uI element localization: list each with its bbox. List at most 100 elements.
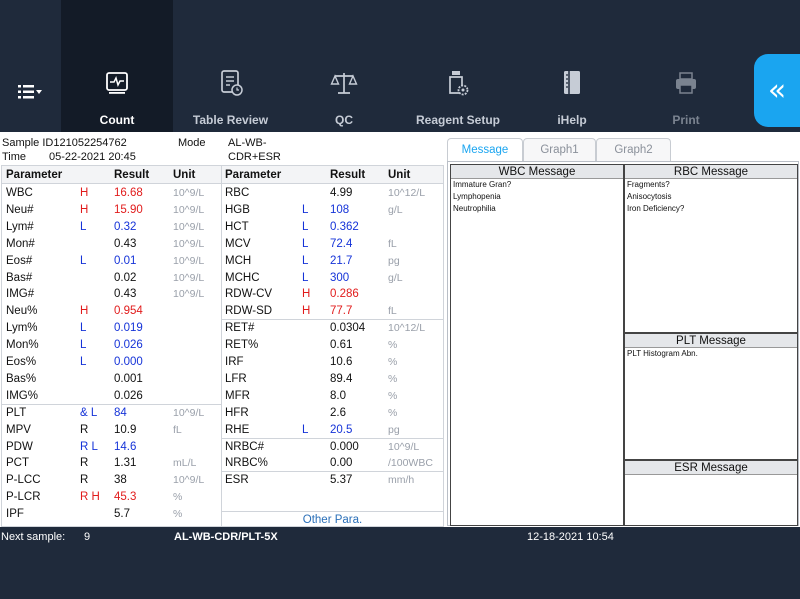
result-value: 14.6 — [114, 440, 137, 453]
result-value: 45.3 — [114, 491, 137, 504]
parameter-name: RET% — [225, 339, 259, 352]
result-unit: mL/L — [173, 457, 197, 470]
table-row: MCV L 72.4 fL — [222, 236, 443, 253]
result-value: 16.68 — [114, 187, 143, 199]
parameter-name: ESR — [225, 474, 249, 487]
nav-qc-label: QC — [335, 113, 353, 127]
result-value: 4.99 — [330, 187, 353, 199]
result-value: 0.32 — [114, 220, 137, 233]
rbc-message-line: Iron Deficiency? — [627, 204, 685, 213]
parameter-name: PLT — [6, 406, 27, 419]
parameter-name: IMG# — [6, 288, 35, 301]
result-flag: L — [302, 271, 309, 284]
result-flag: L — [302, 254, 309, 267]
table-row: IPF 5.7% — [2, 506, 221, 523]
result-value: 0.000 — [114, 356, 143, 368]
book-icon — [564, 71, 580, 94]
nav-ihelp[interactable]: iHelp — [516, 0, 628, 132]
result-flag: L — [80, 220, 87, 233]
parameter-name: Eos% — [6, 356, 37, 368]
result-value: 1.31 — [114, 457, 137, 470]
table-row: WBC H 16.68 10^9/L — [2, 185, 221, 202]
parameter-name: IRF — [225, 356, 244, 368]
result-unit: % — [388, 406, 398, 419]
result-flag: L — [80, 339, 87, 352]
parameter-name: RHE — [225, 423, 250, 436]
result-unit: /100WBC — [388, 457, 433, 470]
double-chevron-left-icon: « — [767, 73, 787, 108]
result-flag: R — [80, 457, 89, 470]
table-row: P-LCC R 38 10^9/L — [2, 472, 221, 489]
parameter-name: Bas% — [6, 372, 37, 385]
parameter-name: RDW-SD — [225, 305, 273, 318]
table-row: RHE L 20.5 pg — [222, 422, 443, 439]
wbc-message-line: Lymphopenia — [453, 192, 501, 201]
nav-table-review[interactable]: Table Review — [173, 0, 288, 132]
result-unit: 10^9/L — [173, 288, 205, 301]
nav-print[interactable]: Print — [628, 0, 744, 132]
result-unit: 10^9/L — [173, 203, 205, 216]
parameter-name: NRBC# — [225, 440, 264, 453]
result-unit: g/L — [388, 203, 403, 216]
result-value: 0.954 — [114, 305, 143, 318]
result-value: 0.019 — [114, 322, 143, 335]
nav-qc[interactable]: QC — [288, 0, 400, 132]
table-row: Lym% L 0.019 — [2, 320, 221, 337]
parameter-name: P-LCC — [6, 474, 41, 487]
parameter-name: HGB — [225, 203, 250, 216]
run-mode: AL-WB-CDR/PLT-5X — [174, 531, 278, 543]
result-value: 15.90 — [114, 203, 143, 216]
tab-message[interactable]: Message — [447, 138, 523, 162]
wbc-message-line: Immature Gran? — [453, 180, 512, 189]
table-row: Bas% 0.001 — [2, 371, 221, 388]
result-value: 0.001 — [114, 372, 143, 385]
wbc-message-line: Neutrophilia — [453, 204, 496, 213]
result-flag: L — [80, 254, 87, 267]
result-unit: % — [173, 491, 183, 504]
nav-count[interactable]: Count — [61, 0, 173, 132]
table-row: HFR 2.6% — [222, 405, 443, 422]
result-unit: % — [388, 339, 398, 352]
status-datetime: 12-18-2021 10:54 — [527, 531, 614, 543]
table-row: HCT L 0.362 — [222, 219, 443, 236]
menu-button[interactable] — [10, 80, 44, 104]
message-area: WBC Message Immature Gran? Lymphopenia N… — [447, 161, 799, 526]
collapse-button[interactable]: « — [754, 54, 800, 127]
result-flag: L — [80, 322, 87, 335]
table-row: RET% 0.61% — [222, 337, 443, 354]
parameter-name: LFR — [225, 372, 247, 385]
time-value: 05-22-2021 20:45 — [49, 151, 136, 163]
parameter-name: HFR — [225, 406, 249, 419]
table-header: Parameter Result Unit — [2, 166, 221, 184]
nav-reagent-setup-label: Reagent Setup — [415, 113, 500, 127]
result-value: 20.5 — [330, 423, 353, 436]
parameter-name: WBC — [6, 187, 33, 199]
result-value: 0.00 — [330, 457, 353, 470]
wbc-message-title: WBC Message — [451, 165, 623, 179]
parameter-name: Lym# — [6, 220, 34, 233]
status-bar: Next sample: 9 AL-WB-CDR/PLT-5X 12-18-20… — [0, 527, 800, 547]
result-value: 0.01 — [114, 254, 137, 267]
result-flag: L — [302, 423, 309, 436]
result-value: 0.02 — [114, 271, 137, 284]
document-clock-icon — [220, 70, 243, 96]
other-para-link[interactable]: Other Para. — [222, 511, 443, 527]
result-unit: % — [388, 389, 398, 402]
result-unit: 10^12/L — [388, 322, 426, 335]
nav-reagent-setup[interactable]: Reagent Setup — [400, 0, 516, 132]
time-label: Time — [2, 151, 27, 163]
tab-graph1[interactable]: Graph1 — [523, 138, 596, 162]
table-row: RET# 0.0304 10^12/L — [222, 320, 443, 337]
tab-graph2[interactable]: Graph2 — [596, 138, 671, 162]
parameter-name: IPF — [6, 508, 24, 521]
result-value: 10.9 — [114, 423, 137, 436]
parameter-name: P-LCR — [6, 491, 41, 504]
sample-info: Sample ID121052254762 Mode AL-WB-CDR+ESR T… — [2, 136, 281, 164]
sample-id-value: 121052254762 — [53, 137, 127, 149]
result-value: 5.7 — [114, 508, 130, 521]
result-unit: 10^9/L — [173, 187, 205, 199]
esr-message-title: ESR Message — [625, 461, 797, 475]
parameter-name: MFR — [225, 389, 250, 402]
table-row: MFR 8.0% — [222, 388, 443, 405]
table-row: Neu% H 0.954 — [2, 303, 221, 320]
